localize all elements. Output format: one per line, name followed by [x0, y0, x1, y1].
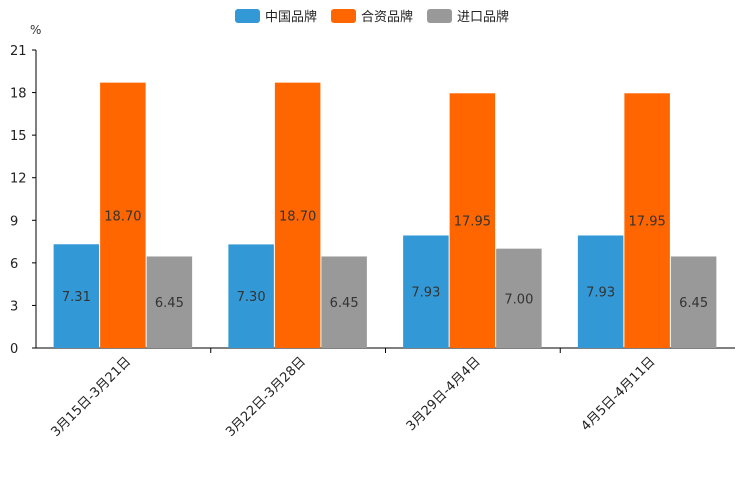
- bar-value-label: 6.45: [330, 296, 359, 311]
- y-tick-label: 9: [10, 214, 18, 229]
- bar-value-label: 7.30: [237, 290, 266, 305]
- legend-item-imported[interactable]: 进口品牌: [427, 6, 509, 25]
- x-category-label: 3月15日-3月21日: [48, 354, 134, 440]
- bar-imported[interactable]: [321, 256, 367, 348]
- bar-joint-venture[interactable]: [449, 93, 496, 349]
- legend-item-joint-venture[interactable]: 合资品牌: [330, 6, 413, 25]
- y-tick-label: 15: [10, 129, 27, 144]
- bar-value-label: 17.95: [629, 215, 666, 230]
- x-category-label: 4月5日-4月11日: [579, 354, 659, 434]
- x-category-label: 3月29日-4月4日: [404, 354, 484, 434]
- bar-value-label: 17.95: [454, 215, 491, 230]
- bar-value-label: 7.31: [62, 290, 91, 305]
- bar-domestic[interactable]: [403, 235, 449, 348]
- y-tick-label: 12: [10, 172, 27, 187]
- legend: 中国品牌 合资品牌 进口品牌: [0, 6, 744, 25]
- bar-domestic[interactable]: [577, 235, 624, 348]
- y-tick-label: 21: [10, 44, 27, 59]
- bar-imported[interactable]: [670, 256, 717, 348]
- legend-label-joint-venture: 合资品牌: [360, 10, 413, 25]
- bar-domestic[interactable]: [53, 244, 100, 348]
- x-category-label: 3月22日-3月28日: [223, 354, 309, 440]
- bar-joint-venture[interactable]: [624, 93, 670, 349]
- bar-domestic[interactable]: [228, 244, 274, 348]
- bar-value-label: 7.00: [504, 292, 533, 307]
- y-tick-label: 18: [10, 87, 27, 102]
- legend-swatch-joint-venture: [330, 8, 356, 23]
- bar-value-label: 6.45: [679, 296, 708, 311]
- bar-imported[interactable]: [496, 248, 542, 348]
- bar-value-label: 7.93: [411, 286, 440, 301]
- legend-label-domestic: 中国品牌: [264, 10, 317, 25]
- bar-value-label: 18.70: [104, 209, 141, 224]
- legend-item-domestic[interactable]: 中国品牌: [234, 6, 317, 25]
- y-tick-label: 6: [10, 257, 18, 272]
- y-axis-unit-label: %: [30, 23, 41, 37]
- legend-swatch-imported: [427, 8, 452, 23]
- bar-imported[interactable]: [146, 256, 193, 348]
- y-tick-label: 0: [10, 342, 18, 357]
- bar-value-label: 6.45: [155, 296, 184, 311]
- y-tick-label: 3: [10, 299, 18, 314]
- bar-joint-venture[interactable]: [274, 82, 321, 348]
- bar-joint-venture[interactable]: [100, 82, 146, 348]
- legend-swatch-domestic: [234, 8, 260, 23]
- legend-label-imported: 进口品牌: [457, 10, 510, 25]
- bar-value-label: 18.70: [279, 209, 316, 224]
- bar-value-label: 7.93: [586, 286, 615, 301]
